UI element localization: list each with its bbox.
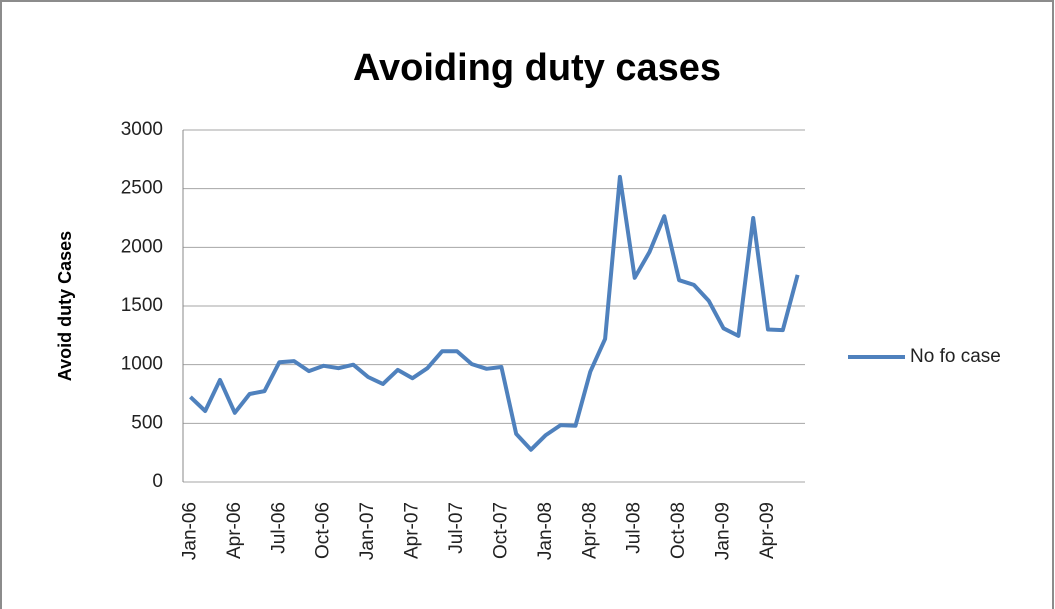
series-line [189,174,800,452]
x-tick-label: Apr-09 [757,502,778,559]
y-tick-label: 1500 [121,295,163,316]
x-tick-label: Apr-06 [224,502,245,559]
y-tick-label: 2000 [121,236,163,257]
x-tick-label: Jul-08 [624,502,645,554]
chart-title: Avoiding duty cases [353,47,721,89]
x-tick-label: Jul-07 [446,502,467,554]
x-tick-label: Oct-08 [668,502,689,559]
y-tick-label: 3000 [121,119,163,140]
y-tick-label: 0 [152,471,163,492]
x-tick-label: Apr-07 [402,502,423,559]
x-tick-label: Jan-06 [179,502,200,560]
x-tick-label: Apr-08 [579,502,600,559]
x-tick-label: Jan-09 [713,502,734,560]
x-tick-label: Oct-06 [313,502,334,559]
x-tick-label: Jul-06 [268,502,289,554]
y-tick-label: 1000 [121,354,163,375]
y-tick-label: 500 [131,412,163,433]
legend-label: No fo case [910,346,1001,367]
y-axis-label: Avoid duty Cases [55,231,75,381]
x-tick-label: Jan-07 [357,502,378,560]
x-tick-label: Oct-07 [490,502,511,559]
x-tick-label: Jan-08 [535,502,556,560]
y-tick-label: 2500 [121,178,163,199]
